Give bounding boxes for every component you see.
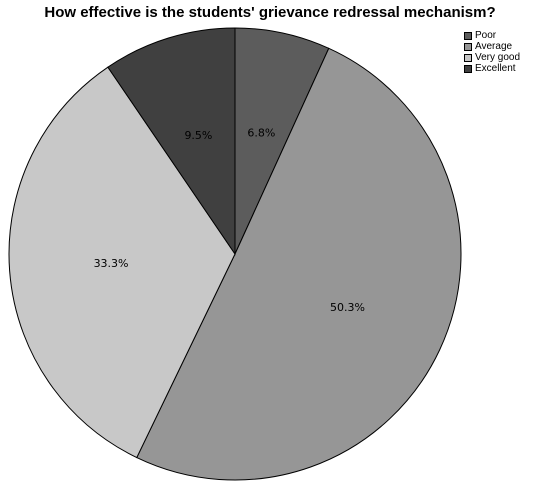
pie-slice-average xyxy=(136,47,462,481)
chart-title: How effective is the students' grievance… xyxy=(44,4,496,21)
legend-label-excellent: Excellent xyxy=(475,63,516,74)
legend-label-very-good: Very good xyxy=(475,52,521,63)
legend-swatch-very-good xyxy=(464,53,472,62)
legend-swatch-poor xyxy=(464,31,472,40)
legend-swatch-excellent xyxy=(464,64,472,73)
pie-slice-very-good xyxy=(8,66,236,459)
pie-label-excellent: 9.5% xyxy=(184,129,212,142)
legend-label-poor: Poor xyxy=(475,30,497,41)
pie-slice-excellent xyxy=(107,27,236,256)
legend-item-average: Average xyxy=(464,41,520,52)
legend-item-very-good: Very good xyxy=(464,52,520,63)
legend-item-excellent: Excellent xyxy=(464,63,520,74)
pie-label-average: 50.3% xyxy=(330,301,365,314)
pie-label-poor: 6.8% xyxy=(247,127,275,140)
legend-swatch-average xyxy=(464,42,472,51)
pie-label-very-good: 33.3% xyxy=(94,257,129,270)
legend-item-poor: Poor xyxy=(464,30,520,41)
legend: Poor Average Very good Excellent xyxy=(464,30,520,74)
legend-label-average: Average xyxy=(475,41,513,52)
